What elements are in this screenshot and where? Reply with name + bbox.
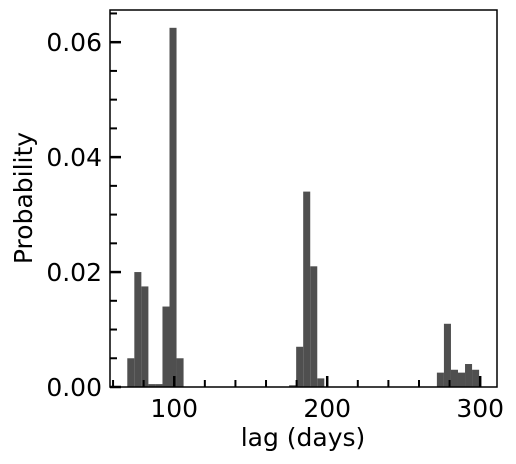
x-tick-label: 200 — [303, 394, 351, 423]
bar — [127, 358, 135, 387]
bar — [155, 384, 163, 387]
bar — [436, 372, 444, 387]
plot-frame — [109, 9, 498, 388]
bar — [465, 364, 473, 387]
bar — [289, 385, 297, 387]
bar — [457, 372, 466, 387]
bar — [148, 384, 156, 387]
y-tick-label: 0.02 — [46, 258, 102, 287]
bar — [310, 266, 318, 387]
bar — [450, 369, 458, 387]
bar — [296, 346, 304, 387]
y-tick-label: 0.06 — [46, 28, 102, 57]
y-tick-label: 0.00 — [46, 373, 102, 402]
x-tick-label: 300 — [456, 394, 504, 423]
bar — [303, 191, 311, 387]
bar — [169, 27, 177, 387]
y-tick-label: 0.04 — [46, 143, 102, 172]
bar — [317, 378, 325, 387]
x-tick-label: 100 — [150, 394, 198, 423]
bar — [176, 358, 184, 387]
x-axis-label: lag (days) — [241, 423, 366, 452]
bar — [134, 272, 142, 387]
bar — [141, 286, 149, 387]
y-axis-label: Probability — [9, 132, 38, 264]
bar — [472, 369, 480, 387]
bar — [443, 323, 451, 387]
bar — [162, 306, 170, 387]
